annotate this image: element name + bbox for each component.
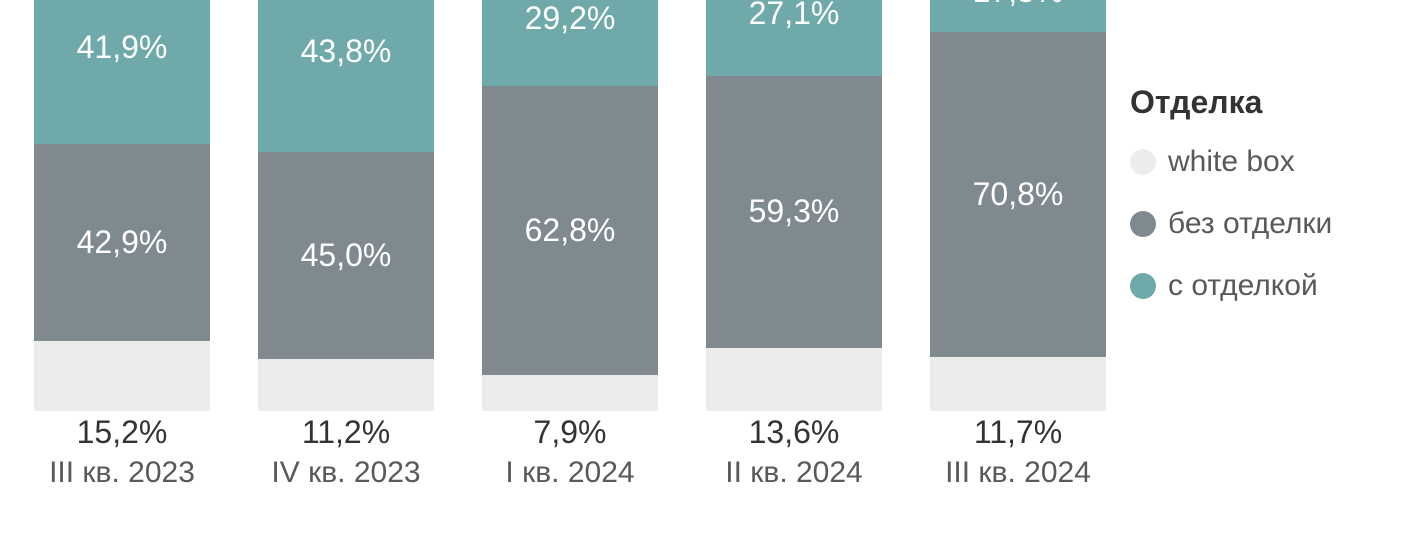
segment-value-below: 7,9% bbox=[534, 415, 607, 450]
segment-no-finish: 70,8% bbox=[930, 32, 1106, 357]
segment-value-below: 15,2% bbox=[77, 415, 168, 450]
segment-with-finish: 43,8% bbox=[258, 0, 434, 152]
segment-value: 42,9% bbox=[77, 224, 168, 261]
segment-value: 62,8% bbox=[525, 212, 616, 249]
segment-no-finish: 45,0% bbox=[258, 152, 434, 359]
legend-item-with-finish: с отделкой bbox=[1130, 269, 1400, 303]
legend-item-white-box: white box bbox=[1130, 145, 1400, 179]
bar-stack: 27,1% 59,3% bbox=[706, 0, 882, 411]
x-axis-label: II кв. 2024 bbox=[725, 456, 862, 490]
x-axis-label: IV кв. 2023 bbox=[271, 456, 420, 490]
bar-column: 17,5% 70,8% 11,7% III кв. 2024 bbox=[920, 0, 1116, 490]
bar-stack: 17,5% 70,8% bbox=[930, 0, 1106, 411]
legend: Отделка white box без отделки с отделкой bbox=[1130, 84, 1400, 331]
segment-value: 41,9% bbox=[77, 29, 168, 66]
bar-column: 41,9% 42,9% 15,2% III кв. 2023 bbox=[24, 0, 220, 490]
legend-label: white box bbox=[1168, 145, 1295, 179]
legend-swatch-icon bbox=[1130, 273, 1156, 299]
segment-with-finish: 41,9% bbox=[34, 0, 210, 144]
bar-stack: 41,9% 42,9% bbox=[34, 0, 210, 411]
bar-stack: 43,8% 45,0% bbox=[258, 0, 434, 411]
bar-column: 43,8% 45,0% 11,2% IV кв. 2023 bbox=[248, 0, 444, 490]
legend-label: без отделки bbox=[1168, 207, 1332, 241]
legend-title: Отделка bbox=[1130, 84, 1400, 121]
segment-value: 27,1% bbox=[749, 0, 840, 32]
segment-white-box bbox=[258, 359, 434, 411]
legend-item-no-finish: без отделки bbox=[1130, 207, 1400, 241]
segment-value: 29,2% bbox=[525, 0, 616, 37]
segment-with-finish: 17,5% bbox=[930, 0, 1106, 32]
segment-value: 59,3% bbox=[749, 193, 840, 230]
segment-white-box bbox=[482, 375, 658, 411]
segment-white-box bbox=[706, 348, 882, 411]
segment-value: 45,0% bbox=[301, 237, 392, 274]
stacked-bar-chart: 41,9% 42,9% 15,2% III кв. 2023 43,8% bbox=[0, 0, 1130, 542]
x-axis-label: III кв. 2024 bbox=[945, 456, 1091, 490]
segment-value-below: 13,6% bbox=[749, 415, 840, 450]
bar-column: 27,1% 59,3% 13,6% II кв. 2024 bbox=[696, 0, 892, 490]
segment-value-below: 11,7% bbox=[974, 415, 1062, 450]
segment-no-finish: 62,8% bbox=[482, 86, 658, 375]
bar-stack: 29,2% 62,8% bbox=[482, 0, 658, 411]
bar-column: 29,2% 62,8% 7,9% I кв. 2024 bbox=[472, 0, 668, 490]
segment-with-finish: 29,2% bbox=[482, 0, 658, 86]
segment-value: 17,5% bbox=[973, 0, 1064, 10]
x-axis-label: I кв. 2024 bbox=[505, 456, 634, 490]
segment-value-below: 11,2% bbox=[302, 415, 390, 450]
bars-row: 41,9% 42,9% 15,2% III кв. 2023 43,8% bbox=[0, 0, 1130, 490]
x-axis-label: III кв. 2023 bbox=[49, 456, 195, 490]
segment-white-box bbox=[930, 357, 1106, 411]
legend-swatch-icon bbox=[1130, 149, 1156, 175]
chart-page: 41,9% 42,9% 15,2% III кв. 2023 43,8% bbox=[0, 0, 1413, 542]
segment-no-finish: 42,9% bbox=[34, 144, 210, 341]
legend-label: с отделкой bbox=[1168, 269, 1318, 303]
segment-value: 70,8% bbox=[973, 176, 1064, 213]
segment-white-box bbox=[34, 341, 210, 411]
segment-with-finish: 27,1% bbox=[706, 0, 882, 76]
legend-swatch-icon bbox=[1130, 211, 1156, 237]
segment-no-finish: 59,3% bbox=[706, 76, 882, 348]
segment-value: 43,8% bbox=[301, 33, 392, 70]
